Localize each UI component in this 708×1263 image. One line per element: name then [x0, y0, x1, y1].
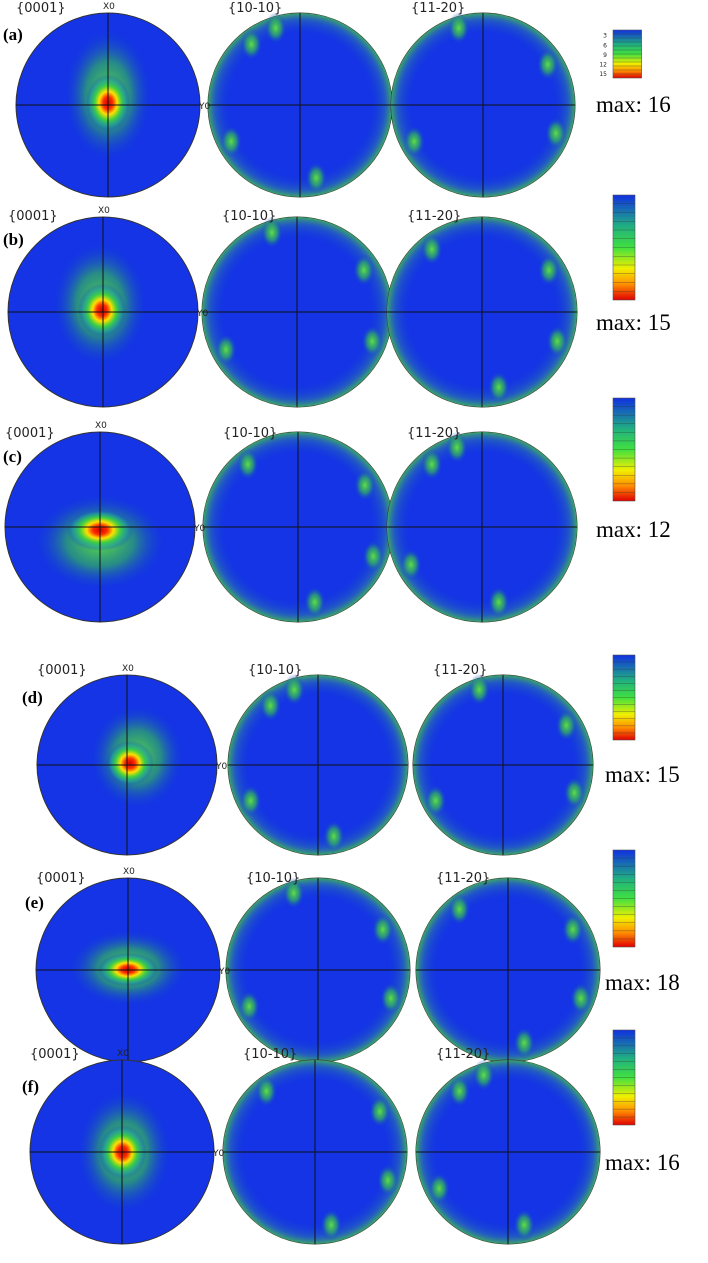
edge-spot: [472, 1059, 495, 1092]
pole-title: {10-10}: [228, 1, 282, 16]
edge-spot: [445, 431, 468, 464]
max-label: max: 15: [605, 762, 680, 787]
edge-spot: [362, 540, 385, 573]
panel-label: (f): [22, 1077, 39, 1096]
max-label: max: 12: [596, 517, 671, 542]
pole-title: {11-20}: [407, 209, 461, 224]
pole-title: {11-20}: [411, 1, 465, 16]
pole-title: {0001}: [8, 209, 58, 224]
edge-spot: [240, 28, 263, 61]
edge-spot: [448, 893, 471, 926]
edge-spot: [220, 125, 243, 158]
pole-title: {0001}: [37, 663, 87, 678]
pole-title: {11-20}: [436, 871, 490, 886]
edge-spot: [283, 673, 306, 706]
edge-spot: [303, 586, 326, 619]
edge-spot: [322, 820, 345, 853]
pole-title: {11-20}: [433, 663, 487, 678]
edge-spot: [236, 448, 259, 481]
pole-title: {0001}: [30, 1047, 80, 1062]
panel-label: (a): [3, 25, 23, 44]
edge-spot: [563, 776, 586, 809]
edge-spot: [238, 990, 261, 1023]
panel-label: (c): [3, 447, 22, 466]
max-label: max: 16: [596, 92, 671, 117]
edge-spot: [361, 325, 384, 358]
texture-peak: [78, 283, 127, 338]
texture-peak: [106, 740, 154, 787]
max-label: max: 15: [596, 310, 671, 335]
pole-title: {10-10}: [246, 871, 300, 886]
x-axis-label: X0: [95, 421, 107, 431]
y-axis-label: Y0: [218, 967, 230, 977]
edge-spot: [487, 371, 510, 404]
edge-spot: [468, 673, 491, 706]
y-axis-label: Y0: [215, 762, 227, 772]
pole-title: {10-10}: [243, 1047, 297, 1062]
pole-title: {0001}: [16, 1, 66, 16]
edge-spot: [513, 1208, 536, 1241]
edge-spot: [379, 982, 402, 1015]
pole-title: {0001}: [5, 426, 55, 441]
edge-spot: [420, 233, 443, 266]
edge-spot: [353, 469, 376, 502]
colorbar-tick: 3: [603, 33, 607, 40]
edge-spot: [555, 709, 578, 742]
y-axis-label: Y0: [196, 309, 208, 319]
y-axis-label: Y0: [212, 1149, 224, 1159]
edge-spot: [264, 12, 287, 45]
edge-spot: [214, 333, 237, 366]
max-label: max: 16: [605, 1150, 680, 1175]
colorbar-tick: 12: [599, 61, 607, 68]
edge-spot: [352, 254, 375, 287]
pole-title: {10-10}: [223, 426, 277, 441]
edge-spot: [305, 161, 328, 194]
x-axis-label: X0: [123, 867, 135, 877]
pole-title: {11-20}: [407, 426, 461, 441]
edge-spot: [368, 1095, 391, 1128]
colorbar-tick: 9: [603, 52, 607, 59]
panel-label: (b): [3, 230, 24, 249]
pole-title: {11-20}: [436, 1047, 490, 1062]
pole-title: {10-10}: [222, 209, 276, 224]
edge-spot: [282, 877, 305, 910]
x-axis-label: X0: [98, 206, 110, 216]
edge-spot: [513, 1026, 536, 1059]
edge-spot: [320, 1208, 343, 1241]
edge-spot: [447, 12, 470, 45]
edge-spot: [448, 1075, 471, 1108]
edge-spot: [420, 448, 443, 481]
x-axis-label: X0: [122, 664, 134, 674]
edge-spot: [259, 689, 282, 722]
edge-spot: [544, 117, 567, 150]
edge-spot: [260, 216, 283, 249]
edge-spot: [537, 254, 560, 287]
edge-spot: [239, 784, 262, 817]
edge-spot: [255, 1075, 278, 1108]
pole-title: {10-10}: [248, 663, 302, 678]
x-axis-label: X0: [103, 2, 115, 12]
pole-title: {0001}: [36, 871, 86, 886]
edge-spot: [424, 784, 447, 817]
edge-spot: [569, 982, 592, 1015]
edge-spot: [561, 913, 584, 946]
edge-spot: [487, 586, 510, 619]
panel-label: (e): [25, 893, 44, 912]
colorbar-tick: 15: [599, 71, 607, 78]
colorbar-tick: 6: [603, 42, 607, 49]
edge-spot: [536, 48, 559, 81]
edge-spot: [428, 1172, 451, 1205]
panel-label: (d): [22, 688, 43, 707]
max-label: max: 18: [605, 970, 680, 995]
y-axis-label: Y0: [193, 524, 205, 534]
y-axis-label: Y0: [198, 102, 210, 112]
edge-spot: [376, 1164, 399, 1197]
x-axis-label: X0: [117, 1049, 129, 1059]
edge-spot: [371, 913, 394, 946]
edge-spot: [399, 548, 422, 581]
edge-spot: [546, 325, 569, 358]
edge-spot: [403, 125, 426, 158]
